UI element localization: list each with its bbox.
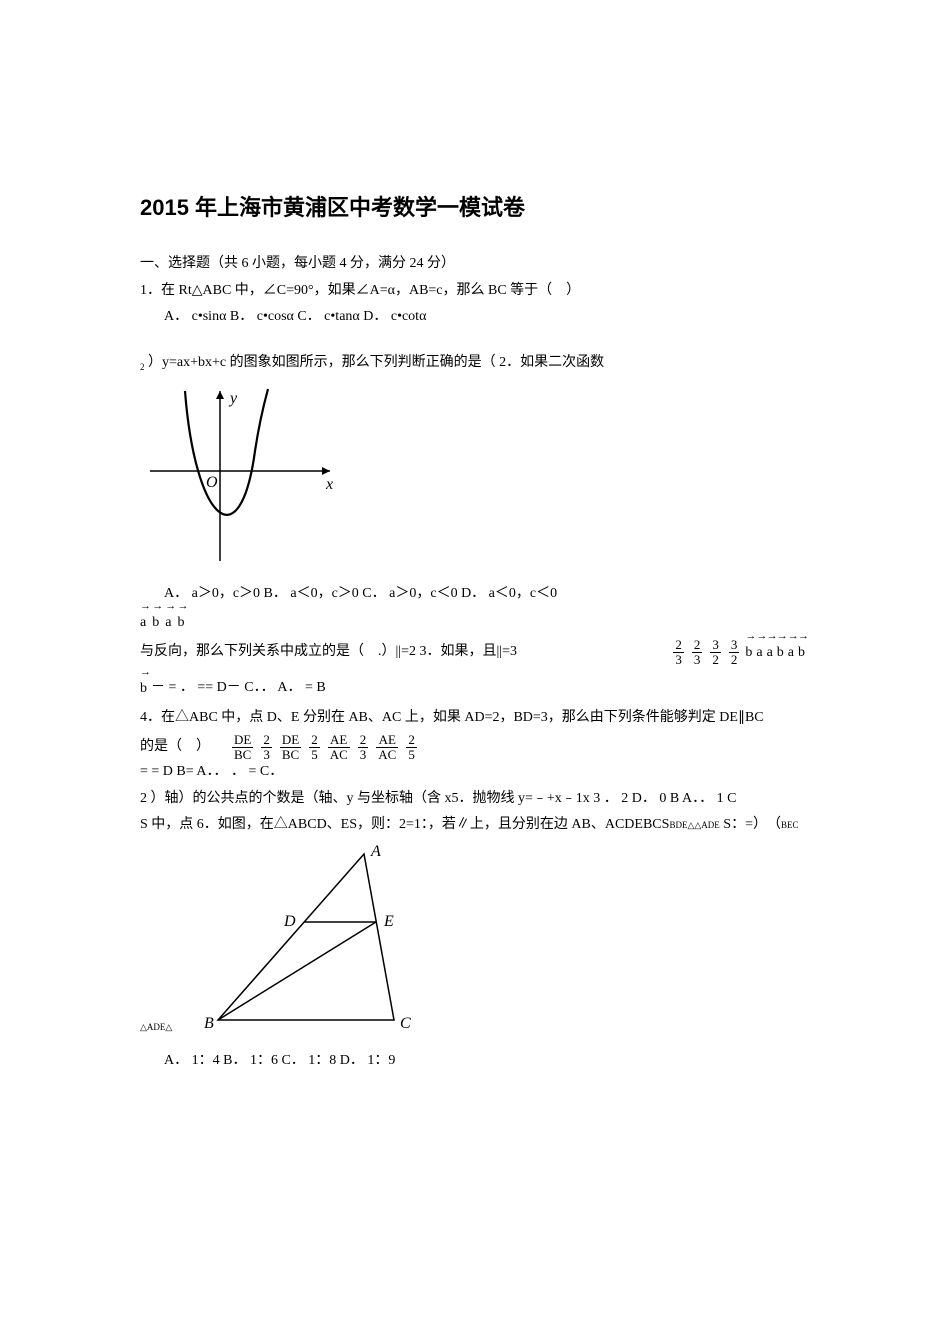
exam-page: 2015 年上海市黄浦区中考数学一模试卷 一、选择题（共 6 小题，每小题 4 … [0,0,945,1337]
question-4-fracs: 的是（ ） DEBC 23 DEBC 25 AEAC 23 AEAC 25 [140,733,805,761]
q6-text: S 中，点 6．如图，在△ABCD、ES，则：2=1：，若∥上，且分别在边 AB… [140,817,669,832]
axis-x-label: x [325,476,333,493]
frac-de-bc-1: DEBC [232,733,253,761]
q6-sub2: BEC [781,820,799,830]
question-4: 4．在△ABC 中，点 D、E 分别在 AB、AC 上，如果 AD=2，BD=3… [140,707,805,729]
parabola-chart: y x O [140,381,805,579]
vec-a-1: a [140,610,146,634]
frac-2-3-d: 23 [358,733,369,761]
page-title: 2015 年上海市黄浦区中考数学一模试卷 [140,190,805,225]
vec-b-2: b [177,610,184,634]
question-3-line: 与反向，那么下列关系中成立的是（ .）||=2 3．如果，且||=3 23 23… [140,638,805,666]
frac-2-5-b: 25 [406,733,417,761]
frac-3-2-a: 32 [710,638,721,666]
vec-b-4: b [777,640,784,664]
q2-text: ）y=ax+bx+c 的图象如图所示，那么下列判断正确的是（ 2．如果二次函数 [148,355,604,370]
q3-opts: － = ． == D－ C．． A． = B [151,677,326,699]
parabola-svg: y x O [140,381,350,571]
vec-a-5: a [788,640,794,664]
question-3-line2: b － = ． == D－ C．． A． = B [140,676,805,700]
frac-de-bc-2: DEBC [280,733,301,761]
question-6: S 中，点 6．如图，在△ABCD、ES，则：2=1：，若∥上，且分别在边 AB… [140,814,805,836]
origin-label: O [206,474,218,491]
pt-A: A [370,843,381,860]
question-1: 1．在 Rt△ABC 中，∠C=90°，如果∠A=α，AB=c，那么 BC 等于… [140,280,805,302]
section-1-heading: 一、选择题（共 6 小题，每小题 4 分，满分 24 分） [140,253,805,275]
vec-b-1: b [152,610,159,634]
triangle-diagram: △ADE△ A B C D E [140,842,805,1042]
parabola-curve [185,389,268,515]
triangle-left-label: △ADE△ [140,1020,172,1034]
frac-2-3-c: 23 [261,733,272,761]
triangle-svg: A B C D E [176,842,436,1042]
vec-a-2: a [165,610,171,634]
vec-a-4: a [767,640,773,664]
vec-b-6: b [140,676,147,700]
axis-y-label: y [228,390,238,407]
frac-ae-ac-1: AEAC [328,733,350,761]
vec-b-3: b [745,640,752,664]
q4-lead: 的是（ ） [140,736,210,758]
vec-b-5: b [798,640,805,664]
frac-2-3-b: 23 [692,638,703,666]
pt-B: B [204,1015,214,1032]
question-2-options: A． a＞0，c＞0 B． a＜0，c＞0 C． a＞0，c＜0 D． a＜0，… [140,583,805,605]
frac-2-3-a: 23 [673,638,684,666]
pt-C: C [400,1015,411,1032]
question-5: 2 ）轴）的公共点的个数是（轴、y 与坐标轴（含 x5．抛物线 y=﹣+x﹣1x… [140,788,805,810]
question-2: 2 ）y=ax+bx+c 的图象如图所示，那么下列判断正确的是（ 2．如果二次函… [140,352,805,374]
frac-3-2-b: 32 [729,638,740,666]
question-1-options: A． c•sinα B． c•cosα C． c•tanα D． c•cotα [140,306,805,328]
question-4-line3: = = D B= A．． ． = C． [140,761,805,783]
question-6-options: A． 1：4 B． 1：6 C． 1：8 D． 1：9 [140,1050,805,1072]
q6-text2: S：=） （ [720,817,781,832]
frac-2-5-a: 25 [309,733,320,761]
vector-row-1: a b a b [140,610,805,634]
pt-D: D [283,913,296,930]
q6-sub1: BDE△△ADE [669,820,719,830]
vec-a-3: a [756,640,762,664]
q3-left-text: 与反向，那么下列关系中成立的是（ .）||=2 3．如果，且||=3 [140,641,517,663]
frac-ae-ac-2: AEAC [376,733,398,761]
pt-E: E [383,913,394,930]
q2-sup: 2 [140,362,145,372]
q3-right-fracs: 23 23 32 32 b a a b a b [671,638,805,666]
